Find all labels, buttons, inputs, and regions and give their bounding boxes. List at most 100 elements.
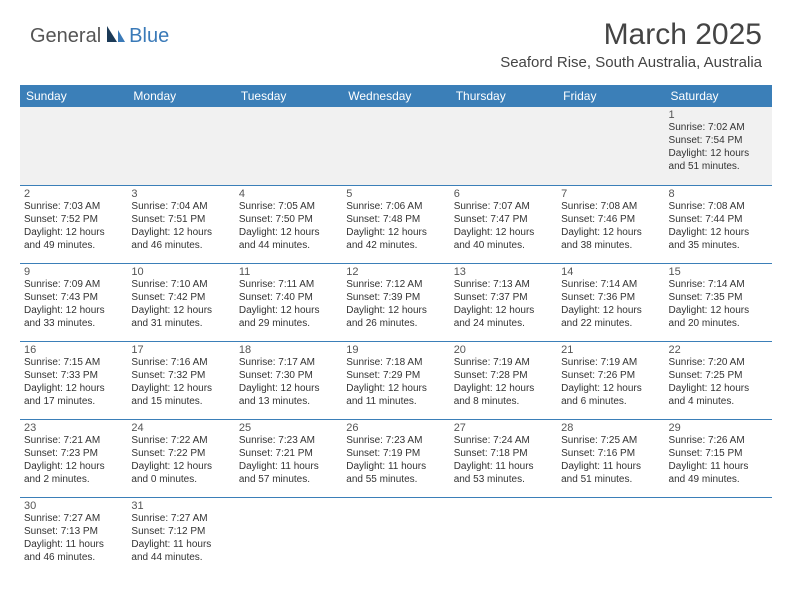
sunset-text: Sunset: 7:39 PM [346,291,445,304]
day-cell: 29Sunrise: 7:26 AMSunset: 7:15 PMDayligh… [665,419,772,497]
daylight-text: Daylight: 11 hours [24,538,123,551]
sunset-text: Sunset: 7:30 PM [239,369,338,382]
day-cell: 17Sunrise: 7:16 AMSunset: 7:32 PMDayligh… [127,341,234,419]
sunset-text: Sunset: 7:21 PM [239,447,338,460]
daylight-text: Daylight: 12 hours [561,304,660,317]
daylight-text: Daylight: 12 hours [24,460,123,473]
daylight-text: Daylight: 12 hours [346,226,445,239]
day-header: Monday [127,85,234,107]
sunset-text: Sunset: 7:29 PM [346,369,445,382]
calendar-table: Sunday Monday Tuesday Wednesday Thursday… [20,85,772,575]
daylight-text: and 49 minutes. [24,239,123,252]
daylight-text: Daylight: 12 hours [131,460,230,473]
day-cell: 21Sunrise: 7:19 AMSunset: 7:26 PMDayligh… [557,341,664,419]
page-title: March 2025 [500,18,762,52]
daylight-text: and 49 minutes. [669,473,768,486]
sunrise-text: Sunrise: 7:23 AM [346,434,445,447]
header: General Blue March 2025 Seaford Rise, So… [0,0,792,79]
sunset-text: Sunset: 7:43 PM [24,291,123,304]
daylight-text: and 29 minutes. [239,317,338,330]
sunrise-text: Sunrise: 7:25 AM [561,434,660,447]
sunrise-text: Sunrise: 7:13 AM [454,278,553,291]
empty-cell [342,497,449,575]
day-number: 19 [346,344,445,356]
daylight-text: and 8 minutes. [454,395,553,408]
day-cell: 2Sunrise: 7:03 AMSunset: 7:52 PMDaylight… [20,185,127,263]
day-number: 2 [24,188,123,200]
sunset-text: Sunset: 7:37 PM [454,291,553,304]
day-number: 18 [239,344,338,356]
day-number: 4 [239,188,338,200]
day-cell: 13Sunrise: 7:13 AMSunset: 7:37 PMDayligh… [450,263,557,341]
sunrise-text: Sunrise: 7:19 AM [454,356,553,369]
week-row: 30Sunrise: 7:27 AMSunset: 7:13 PMDayligh… [20,497,772,575]
day-number: 24 [131,422,230,434]
day-cell: 10Sunrise: 7:10 AMSunset: 7:42 PMDayligh… [127,263,234,341]
sunrise-text: Sunrise: 7:20 AM [669,356,768,369]
daylight-text: Daylight: 12 hours [346,304,445,317]
day-cell: 4Sunrise: 7:05 AMSunset: 7:50 PMDaylight… [235,185,342,263]
daylight-text: and 20 minutes. [669,317,768,330]
daylight-text: Daylight: 12 hours [131,304,230,317]
daylight-text: and 44 minutes. [239,239,338,252]
day-cell: 8Sunrise: 7:08 AMSunset: 7:44 PMDaylight… [665,185,772,263]
daylight-text: Daylight: 11 hours [561,460,660,473]
daylight-text: Daylight: 12 hours [24,226,123,239]
daylight-text: Daylight: 12 hours [24,382,123,395]
day-cell: 30Sunrise: 7:27 AMSunset: 7:13 PMDayligh… [20,497,127,575]
empty-cell [450,497,557,575]
day-number: 6 [454,188,553,200]
day-number: 28 [561,422,660,434]
sunset-text: Sunset: 7:12 PM [131,525,230,538]
day-cell: 7Sunrise: 7:08 AMSunset: 7:46 PMDaylight… [557,185,664,263]
sunset-text: Sunset: 7:19 PM [346,447,445,460]
day-cell: 16Sunrise: 7:15 AMSunset: 7:33 PMDayligh… [20,341,127,419]
sunrise-text: Sunrise: 7:12 AM [346,278,445,291]
day-number: 9 [24,266,123,278]
daylight-text: and 22 minutes. [561,317,660,330]
day-cell: 15Sunrise: 7:14 AMSunset: 7:35 PMDayligh… [665,263,772,341]
day-cell: 28Sunrise: 7:25 AMSunset: 7:16 PMDayligh… [557,419,664,497]
day-number: 17 [131,344,230,356]
day-number: 8 [669,188,768,200]
day-cell: 26Sunrise: 7:23 AMSunset: 7:19 PMDayligh… [342,419,449,497]
daylight-text: Daylight: 12 hours [669,226,768,239]
day-number: 22 [669,344,768,356]
daylight-text: and 46 minutes. [131,239,230,252]
daylight-text: and 17 minutes. [24,395,123,408]
day-header: Saturday [665,85,772,107]
day-number: 16 [24,344,123,356]
sunset-text: Sunset: 7:28 PM [454,369,553,382]
week-row: 1Sunrise: 7:02 AMSunset: 7:54 PMDaylight… [20,107,772,185]
empty-cell [235,497,342,575]
day-cell: 12Sunrise: 7:12 AMSunset: 7:39 PMDayligh… [342,263,449,341]
logo: General Blue [30,24,169,49]
daylight-text: and 44 minutes. [131,551,230,564]
sunrise-text: Sunrise: 7:23 AM [239,434,338,447]
sunrise-text: Sunrise: 7:16 AM [131,356,230,369]
sunset-text: Sunset: 7:23 PM [24,447,123,460]
sail-icon [105,24,127,49]
day-number: 26 [346,422,445,434]
sunset-text: Sunset: 7:47 PM [454,213,553,226]
week-row: 23Sunrise: 7:21 AMSunset: 7:23 PMDayligh… [20,419,772,497]
daylight-text: and 11 minutes. [346,395,445,408]
daylight-text: and 6 minutes. [561,395,660,408]
sunset-text: Sunset: 7:36 PM [561,291,660,304]
day-number: 25 [239,422,338,434]
day-cell: 31Sunrise: 7:27 AMSunset: 7:12 PMDayligh… [127,497,234,575]
empty-cell [450,107,557,185]
sunset-text: Sunset: 7:42 PM [131,291,230,304]
empty-cell [235,107,342,185]
sunrise-text: Sunrise: 7:15 AM [24,356,123,369]
sunset-text: Sunset: 7:18 PM [454,447,553,460]
daylight-text: and 4 minutes. [669,395,768,408]
day-cell: 27Sunrise: 7:24 AMSunset: 7:18 PMDayligh… [450,419,557,497]
day-number: 23 [24,422,123,434]
logo-text-blue: Blue [129,25,169,48]
day-header: Thursday [450,85,557,107]
sunset-text: Sunset: 7:46 PM [561,213,660,226]
empty-cell [557,497,664,575]
sunrise-text: Sunrise: 7:27 AM [131,512,230,525]
sunrise-text: Sunrise: 7:08 AM [561,200,660,213]
